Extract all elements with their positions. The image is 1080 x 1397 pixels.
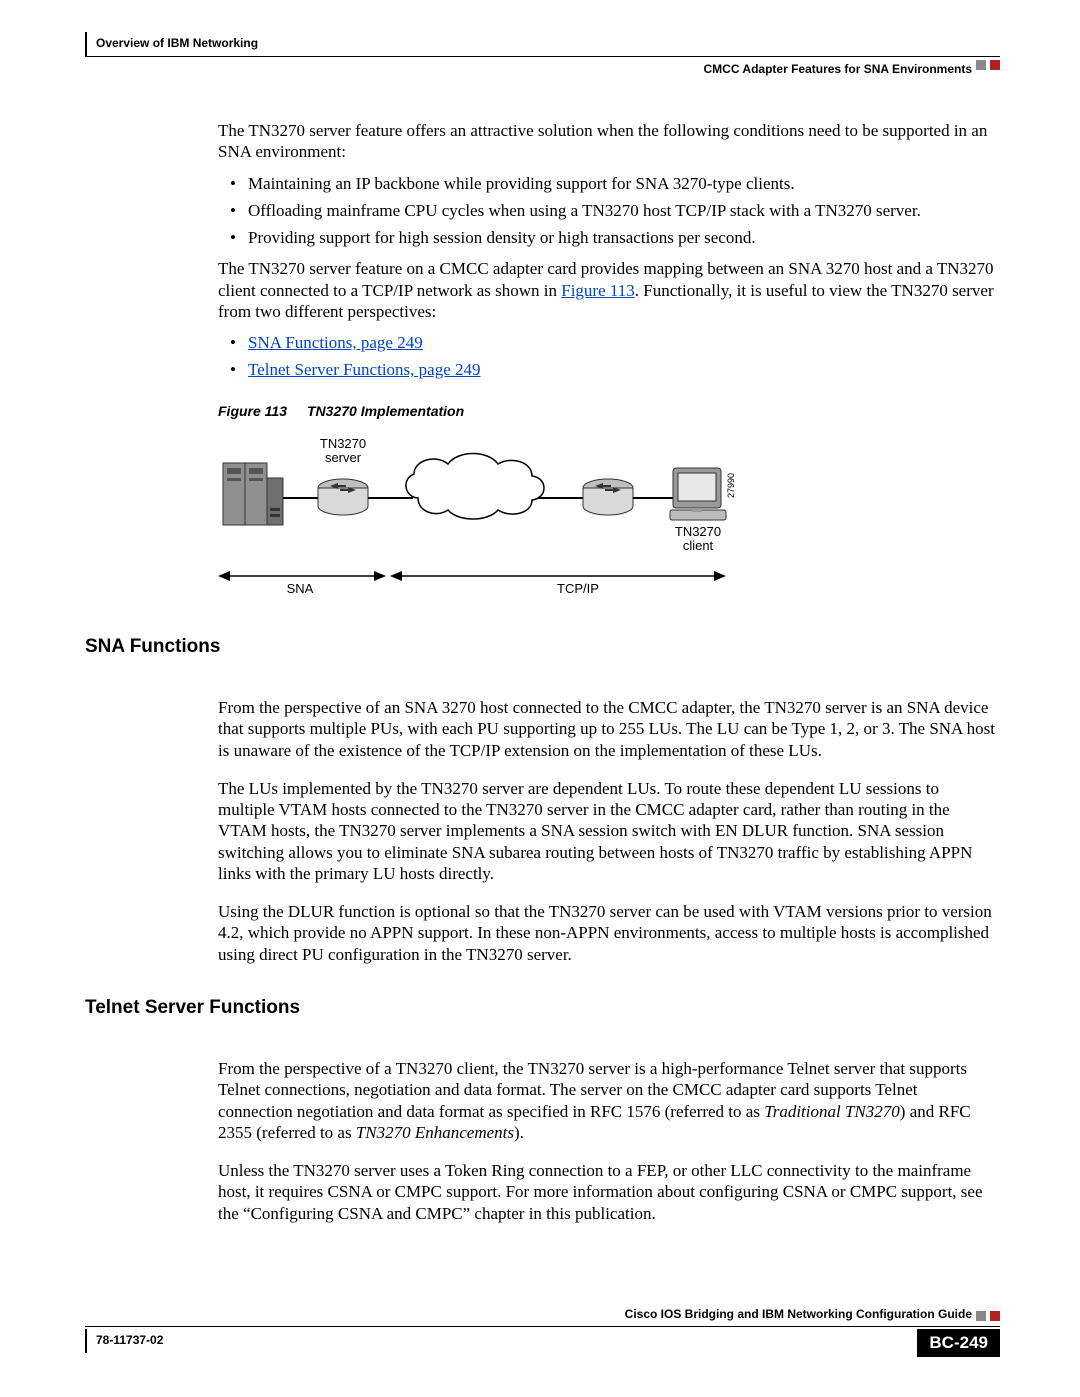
- figure-number: Figure 113: [218, 403, 287, 419]
- italic-term: Traditional TN3270: [764, 1102, 900, 1121]
- telnet-paragraph: From the perspective of a TN3270 client,…: [218, 1058, 995, 1143]
- router-icon: [318, 479, 368, 515]
- client-computer-icon: [670, 468, 726, 520]
- bullet-item: Maintaining an IP backbone while providi…: [218, 173, 995, 194]
- footer-docnum: 78-11737-02: [96, 1333, 163, 1347]
- sna-paragraph: Using the DLUR function is optional so t…: [218, 901, 995, 965]
- client-label-line2: client: [683, 538, 714, 553]
- header-marker-icon: [990, 60, 1000, 70]
- sna-heading: SNA Functions: [85, 636, 220, 658]
- telnet-paragraph: Unless the TN3270 server uses a Token Ri…: [218, 1160, 995, 1224]
- bullet-item: Providing support for high session densi…: [218, 227, 995, 248]
- sna-paragraph: The LUs implemented by the TN3270 server…: [218, 778, 995, 884]
- link-item: Telnet Server Functions, page 249: [218, 359, 995, 380]
- sna-range-arrow: [218, 571, 386, 581]
- footer-marker-shadow-icon: [976, 1311, 986, 1321]
- sna-body: From the perspective of an SNA 3270 host…: [218, 680, 995, 982]
- section-label: CMCC Adapter Features for SNA Environmen…: [704, 62, 972, 76]
- bullet-item: Offloading mainframe CPU cycles when usi…: [218, 200, 995, 221]
- figure-title: TN3270 Implementation: [307, 403, 464, 419]
- italic-term: TN3270 Enhancements: [356, 1123, 514, 1142]
- intro-paragraph-2: The TN3270 server feature on a CMCC adap…: [218, 258, 995, 322]
- telnet-heading: Telnet Server Functions: [85, 997, 300, 1019]
- figure-caption: Figure 113 TN3270 Implementation: [218, 403, 995, 421]
- chapter-title: Overview of IBM Networking: [96, 36, 258, 50]
- footer-marker-icon: [990, 1311, 1000, 1321]
- telnet-functions-link[interactable]: Telnet Server Functions, page 249: [248, 360, 481, 379]
- text-run: ).: [514, 1123, 524, 1142]
- link-item: SNA Functions, page 249: [218, 332, 995, 353]
- cloud-icon: [406, 454, 544, 520]
- footer-guide-title: Cisco IOS Bridging and IBM Networking Co…: [625, 1307, 972, 1321]
- sna-functions-link[interactable]: SNA Functions, page 249: [248, 333, 423, 352]
- figure-id: 27990: [726, 473, 736, 498]
- page: Overview of IBM Networking CMCC Adapter …: [0, 0, 1080, 1397]
- footer-horizontal-rule: [85, 1326, 1000, 1327]
- intro-link-list: SNA Functions, page 249 Telnet Server Fu…: [218, 332, 995, 381]
- tcpip-label: TCP/IP: [557, 581, 599, 596]
- mainframe-icon: [223, 463, 283, 525]
- page-number-badge: BC-249: [917, 1329, 1000, 1357]
- header-marker-shadow-icon: [976, 60, 986, 70]
- server-label-line2: server: [325, 450, 362, 465]
- intro-bullets: Maintaining an IP backbone while providi…: [218, 173, 995, 249]
- figure-link[interactable]: Figure 113: [561, 281, 635, 300]
- telnet-body: From the perspective of a TN3270 client,…: [218, 1041, 995, 1241]
- sna-paragraph: From the perspective of an SNA 3270 host…: [218, 697, 995, 761]
- intro-block: The TN3270 server feature offers an attr…: [218, 120, 995, 598]
- tcpip-range-arrow: [390, 571, 726, 581]
- figure-diagram: TN3270 server: [218, 428, 758, 598]
- footer-vertical-rule: [85, 1329, 87, 1353]
- sna-label: SNA: [287, 581, 314, 596]
- router-icon: [583, 479, 633, 515]
- header-vertical-rule: [85, 32, 87, 56]
- intro-paragraph: The TN3270 server feature offers an attr…: [218, 120, 995, 163]
- server-label-line1: TN3270: [320, 436, 366, 451]
- client-label-line1: TN3270: [675, 524, 721, 539]
- header-horizontal-rule: [85, 56, 1000, 57]
